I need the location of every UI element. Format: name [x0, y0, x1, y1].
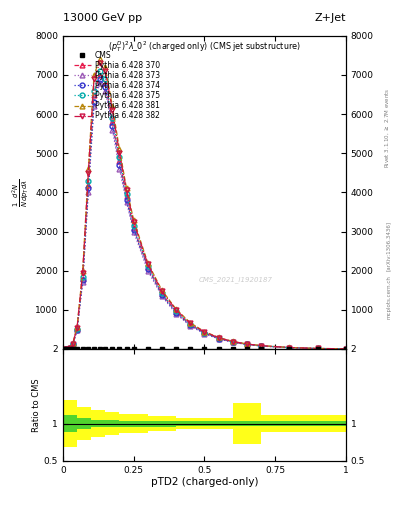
Text: mcplots.cern.ch: mcplots.cern.ch — [386, 275, 391, 319]
Text: $(p_T^D)^2\lambda\_0^2$ (charged only) (CMS jet substructure): $(p_T^D)^2\lambda\_0^2$ (charged only) (… — [108, 39, 301, 54]
Text: CMS_2021_I1920187: CMS_2021_I1920187 — [199, 276, 273, 284]
Text: Z+Jet: Z+Jet — [314, 13, 346, 23]
Text: Rivet 3.1.10, $\geq$ 2.7M events: Rivet 3.1.10, $\geq$ 2.7M events — [384, 88, 391, 168]
Y-axis label: Ratio to CMS: Ratio to CMS — [32, 378, 41, 432]
Legend: CMS, Pythia 6.428 370, Pythia 6.428 373, Pythia 6.428 374, Pythia 6.428 375, Pyt: CMS, Pythia 6.428 370, Pythia 6.428 373,… — [72, 49, 161, 122]
X-axis label: pTD2 (charged-only): pTD2 (charged-only) — [151, 477, 258, 487]
Text: [arXiv:1306.3436]: [arXiv:1306.3436] — [386, 221, 391, 271]
Text: 13000 GeV pp: 13000 GeV pp — [63, 13, 142, 23]
Y-axis label: $\frac{1}{N}\frac{d^2N}{dp_T d\lambda}$: $\frac{1}{N}\frac{d^2N}{dp_T d\lambda}$ — [10, 178, 31, 207]
